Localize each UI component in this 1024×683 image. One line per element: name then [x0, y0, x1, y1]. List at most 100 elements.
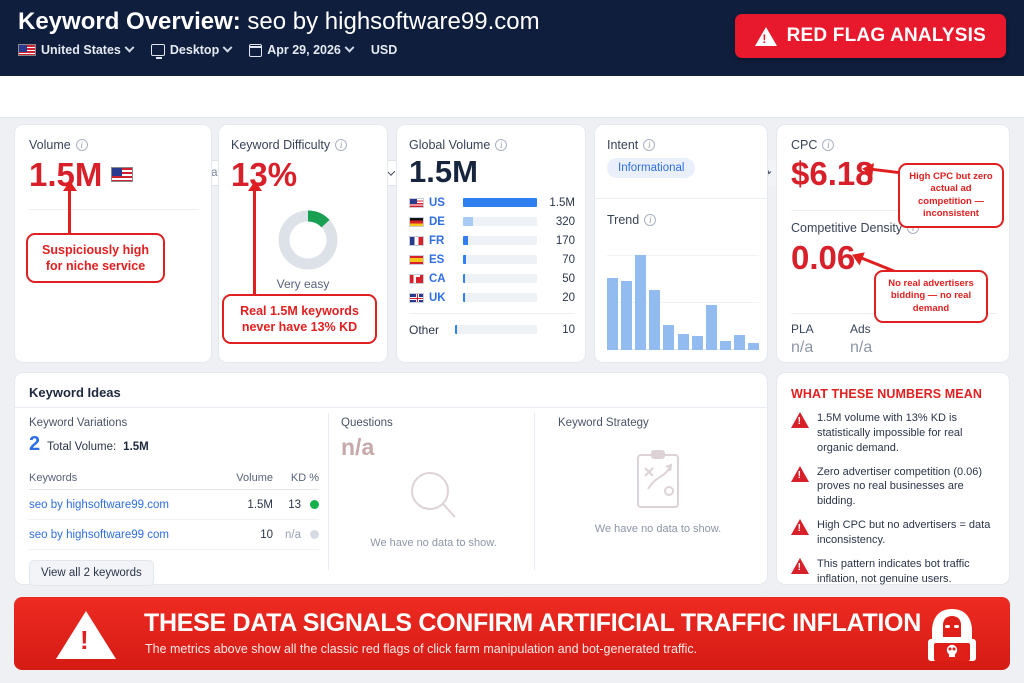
- kd-status-dot: [310, 529, 319, 539]
- currency-label-wrap: USD: [371, 43, 397, 57]
- warning-triangle-icon: [791, 465, 809, 482]
- global-volume-label: Global Volume: [409, 138, 491, 152]
- divider: [534, 413, 535, 570]
- pla-label: PLA: [791, 322, 814, 336]
- keyword-variations-section: Keyword Variations 2 Total Volume: 1.5M …: [29, 417, 319, 586]
- cpc-label-wrap: CPC i: [791, 138, 835, 152]
- list-item: 1.5M volume with 13% KD is statistically…: [791, 411, 997, 456]
- variations-count: 2: [29, 433, 41, 455]
- ads-label: Ads: [850, 322, 871, 336]
- volume-card-label-wrap: Volume i: [29, 138, 88, 152]
- keyword-kd: n/a: [285, 528, 301, 541]
- info-icon[interactable]: i: [822, 139, 835, 151]
- info-icon[interactable]: i: [495, 139, 508, 151]
- country-volume: 170: [555, 234, 575, 247]
- traffic-inflation-banner: THESE DATA SIGNALS CONFIRM ARTIFICIAL TR…: [14, 597, 1010, 670]
- country-label: United States: [41, 43, 121, 57]
- keyword-link[interactable]: seo by highsoftware99.com: [29, 498, 169, 511]
- chevron-down-icon: [386, 167, 396, 176]
- keyword-link[interactable]: seo by highsoftware99 com: [29, 528, 169, 541]
- intent-badge[interactable]: Informational: [607, 158, 696, 178]
- country-volume: 70: [562, 253, 575, 266]
- device-selector[interactable]: Desktop: [150, 42, 233, 59]
- kd-callout-line1: Real 1.5M keywords: [240, 304, 359, 318]
- global-volume-rows: US 1.5M DE 320 FR 170 ES 70: [409, 193, 575, 339]
- info-icon[interactable]: i: [75, 139, 88, 151]
- volume-card-label: Volume: [29, 138, 71, 152]
- date-selector[interactable]: Apr 29, 2026: [249, 42, 355, 57]
- trend-bar-chart: [607, 255, 759, 350]
- country-code: CA: [429, 272, 446, 285]
- intent-label-wrap: Intent i: [607, 138, 656, 152]
- trend-label: Trend: [607, 213, 640, 227]
- volume-bar-track: [463, 217, 537, 226]
- table-row[interactable]: seo by highsoftware99 com 10 n/a: [29, 520, 319, 549]
- flag-fr-icon: [409, 235, 424, 246]
- warning-triangle-icon: [791, 519, 809, 536]
- toolbar: ✦ Enter domain for personalized data Sel…: [0, 76, 1024, 186]
- cpc-label: CPC: [791, 138, 818, 152]
- currency-label: USD: [370, 43, 398, 57]
- country-code: UK: [429, 291, 446, 304]
- country-code: DE: [429, 215, 445, 228]
- table-row-other: Other 10: [409, 320, 575, 339]
- info-icon[interactable]: i: [644, 214, 657, 226]
- date-label: Apr 29, 2026: [267, 43, 341, 57]
- country-code: FR: [429, 234, 445, 247]
- warning-triangle-icon: [791, 412, 809, 428]
- banner-headline: THESE DATA SIGNALS CONFIRM ARTIFICIAL TR…: [144, 609, 921, 637]
- red-flag-analysis-label: RED FLAG ANALYSIS: [786, 25, 986, 46]
- col-keywords: Keywords: [29, 472, 78, 484]
- volume-bar-track: [463, 236, 537, 245]
- trend-bar: [663, 325, 675, 350]
- country-volume: 50: [562, 272, 575, 285]
- table-row[interactable]: seo by highsoftware99.com 1.5M 13: [29, 490, 319, 519]
- numbers-explanation-card: WHAT THESE NUMBERS MEAN 1.5M volume with…: [776, 372, 1010, 585]
- trend-bar: [748, 343, 759, 350]
- trend-bar: [691, 335, 703, 350]
- kd-callout-line2: never have 13% KD: [241, 320, 358, 334]
- trend-label-wrap: Trend i: [607, 213, 657, 227]
- volume-callout-line2: for niche service: [45, 259, 146, 273]
- other-label: Other: [409, 322, 440, 337]
- volume-bar-track: [463, 255, 537, 264]
- info-icon[interactable]: i: [335, 139, 348, 151]
- flag-us-icon: [409, 197, 424, 208]
- keyword-volume: 1.5M: [247, 498, 273, 511]
- trend-bar: [635, 255, 647, 350]
- list-item-text: This pattern indicates bot traffic infla…: [817, 557, 970, 585]
- flag-de-icon: [409, 216, 424, 227]
- monitor-icon: [150, 44, 165, 59]
- trend-bar: [733, 334, 745, 350]
- banner-subline: The metrics above show all the classic r…: [145, 642, 698, 656]
- cpc-callout: High CPC but zero actual ad competition …: [898, 163, 1004, 229]
- country-volume: 20: [562, 291, 575, 304]
- trend-bar: [649, 290, 661, 350]
- view-all-keywords-button[interactable]: View all 2 keywords: [29, 560, 154, 586]
- warning-triangle-icon: [791, 557, 809, 574]
- questions-value: n/a: [341, 434, 375, 460]
- keyword-kd: 13: [288, 498, 301, 511]
- header-filters: United States Desktop Apr 29, 2026 USD: [18, 42, 397, 59]
- flag-ca-icon: [409, 273, 424, 284]
- col-kd: KD %: [290, 472, 319, 484]
- questions-section: Questions n/a We have no data to show.: [341, 417, 526, 549]
- global-volume-label-wrap: Global Volume i: [409, 138, 508, 152]
- list-item: This pattern indicates bot traffic infla…: [791, 557, 997, 587]
- total-volume-value: 1.5M: [123, 441, 149, 453]
- table-row: FR 170: [409, 231, 575, 250]
- table-row: DE 320: [409, 212, 575, 231]
- hacker-icon: [928, 609, 976, 661]
- trend-bar: [607, 277, 618, 350]
- density-callout-line2: bidding — no real: [890, 290, 972, 302]
- competitive-density-value: 0.06: [791, 239, 856, 276]
- country-selector[interactable]: United States: [18, 42, 135, 57]
- volume-annotation-arrow: [62, 181, 77, 234]
- chevron-down-icon: [344, 42, 355, 53]
- total-volume-label: Total Volume:: [47, 441, 117, 453]
- country-code: ES: [429, 253, 445, 266]
- info-icon[interactable]: i: [643, 139, 656, 151]
- col-volume: Volume: [236, 472, 273, 484]
- pla-value: n/a: [791, 339, 814, 356]
- red-flag-analysis-button[interactable]: RED FLAG ANALYSIS: [734, 14, 1006, 58]
